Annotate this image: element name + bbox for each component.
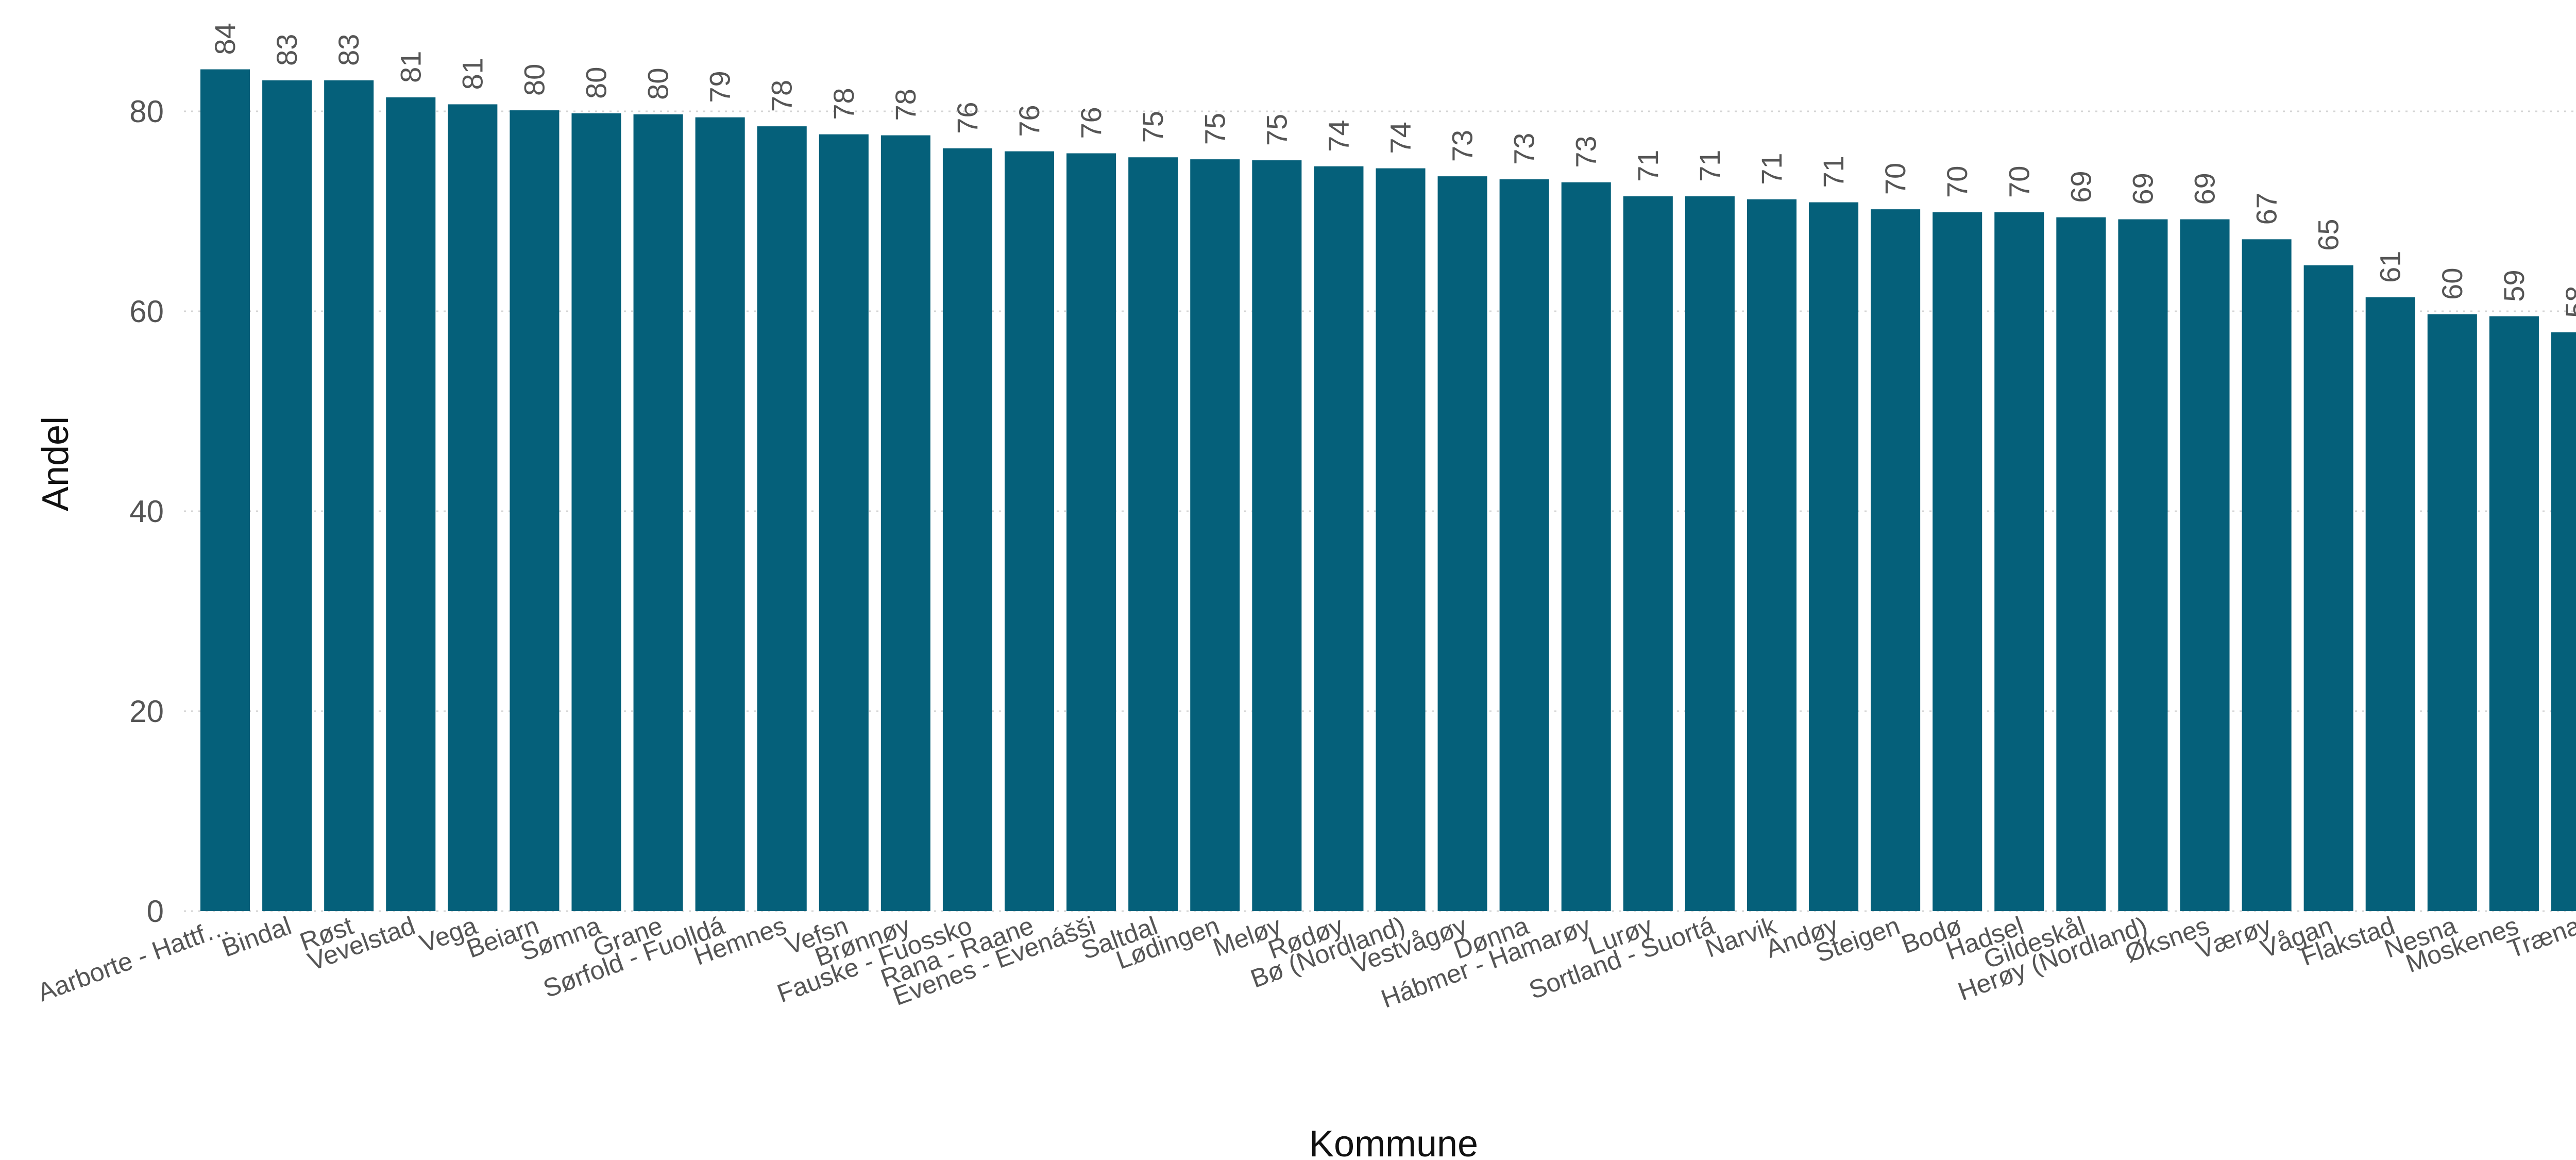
- value-label: 73: [1570, 136, 1602, 167]
- bar: [1252, 160, 1302, 911]
- bar: [1128, 157, 1178, 911]
- y-tick-label: 0: [147, 894, 164, 929]
- bar: [262, 80, 312, 912]
- value-label: 70: [1879, 163, 1911, 195]
- bar: [2427, 314, 2477, 911]
- x-axis-title: Kommune: [1309, 1123, 1478, 1160]
- value-labels: 84 83 83 81 81 80 80 80 79 78 78 78 76 76 76 75 75 75 74 74…: [209, 23, 2576, 318]
- bar: [1685, 196, 1735, 911]
- value-label: 78: [766, 80, 798, 112]
- value-label: 69: [2126, 173, 2159, 205]
- value-label: 61: [2374, 251, 2406, 283]
- value-label: 80: [642, 68, 674, 100]
- bar: [1747, 199, 1797, 912]
- value-label: 69: [2064, 171, 2097, 203]
- bar: [1561, 182, 1611, 911]
- bar: [1376, 168, 1426, 912]
- value-label: 75: [1198, 113, 1231, 145]
- value-label: 84: [209, 23, 241, 55]
- value-label: 58: [2560, 285, 2576, 317]
- bar: [510, 110, 560, 911]
- y-tick-label: 20: [129, 694, 164, 729]
- value-label: 83: [270, 34, 303, 66]
- bar: [2180, 219, 2230, 911]
- value-label: 71: [1693, 150, 1726, 182]
- value-label: 71: [1817, 156, 1850, 188]
- value-label: 81: [456, 58, 488, 90]
- value-label: 80: [518, 64, 550, 96]
- bar: [1005, 151, 1055, 912]
- value-label: 69: [2189, 173, 2221, 205]
- x-tick-label: Bindal: [218, 911, 295, 963]
- bar: [1499, 179, 1549, 911]
- bar: [448, 104, 498, 911]
- x-tick-label: Aarborte - Hattf…: [33, 911, 233, 1007]
- bar: [1933, 212, 1982, 912]
- bar: [1809, 202, 1859, 911]
- value-label: 71: [1632, 150, 1664, 182]
- value-label: 78: [889, 89, 922, 121]
- bar: [2489, 316, 2539, 912]
- value-label: 67: [2250, 193, 2283, 225]
- value-label: 83: [332, 34, 365, 66]
- value-label: 65: [2312, 218, 2345, 250]
- bar: [1623, 196, 1673, 911]
- bars: [200, 69, 2576, 912]
- bar: [2303, 265, 2353, 911]
- bar: [2056, 217, 2106, 911]
- value-label: 76: [1075, 107, 1107, 139]
- bar: [880, 135, 930, 911]
- bar: [2118, 219, 2168, 911]
- bar: [1871, 209, 1921, 911]
- value-label: 78: [827, 88, 860, 120]
- value-label: 76: [1013, 105, 1045, 137]
- bar: [757, 126, 807, 912]
- value-label: 70: [2003, 166, 2035, 198]
- value-label: 75: [1260, 114, 1293, 146]
- value-label: 60: [2436, 268, 2468, 300]
- value-label: 74: [1322, 120, 1354, 152]
- x-tick-labels: Aarborte - Hattf…Bindal RøstVevelstadVega…: [33, 911, 2576, 1013]
- bar: [1066, 153, 1116, 912]
- bar: [1314, 166, 1364, 912]
- bar: [1994, 212, 2044, 912]
- value-label: 75: [1137, 111, 1169, 143]
- value-label: 81: [394, 51, 427, 83]
- bar: [2365, 297, 2415, 911]
- bar: [695, 117, 745, 911]
- value-label: 73: [1446, 130, 1479, 162]
- value-label: 59: [2498, 270, 2530, 301]
- value-label: 70: [1941, 166, 1973, 198]
- y-tick-label: 40: [129, 494, 164, 529]
- bar: [386, 97, 436, 912]
- value-label: 73: [1508, 133, 1540, 165]
- value-label: 80: [580, 67, 613, 99]
- value-label: 79: [704, 71, 736, 103]
- y-tick-label: 80: [129, 94, 164, 129]
- bar: [200, 69, 250, 911]
- bar: [2551, 332, 2576, 911]
- bar: [633, 114, 683, 911]
- y-tick-label: 60: [129, 294, 164, 329]
- bar: [324, 80, 374, 912]
- y-tick-labels: 0 20 40 60 80: [129, 94, 164, 929]
- x-tick-label: Moskenes: [2402, 911, 2522, 979]
- y-axis-title: Andel: [35, 416, 76, 511]
- value-label: 71: [1755, 153, 1788, 184]
- bar: [571, 113, 621, 911]
- value-label: 74: [1384, 122, 1417, 154]
- bar: [1437, 176, 1487, 912]
- bar: [819, 134, 869, 911]
- bar: [2242, 239, 2292, 911]
- bar: [1190, 159, 1240, 911]
- bar: [942, 148, 992, 911]
- value-label: 76: [951, 102, 984, 133]
